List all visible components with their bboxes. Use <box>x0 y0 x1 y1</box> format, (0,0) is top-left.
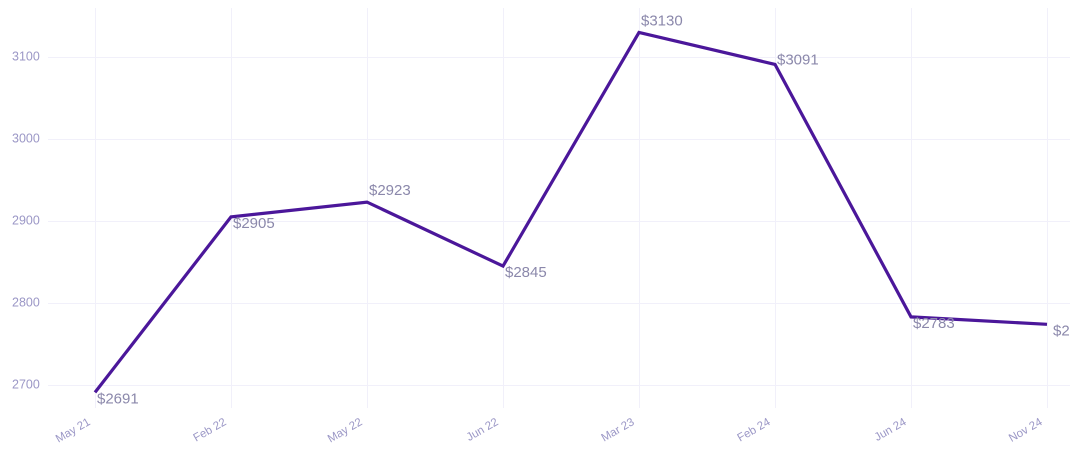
data-label-may-21: $2691 <box>97 390 139 407</box>
y-axis-tick-3000: 3000 <box>12 131 40 145</box>
x-axis-tick-nov-24: Nov 24 <box>1007 416 1045 445</box>
data-label-feb-24: $3091 <box>777 51 819 68</box>
x-axis-tick-feb-22: Feb 22 <box>191 416 228 444</box>
x-axis-tick-feb-24: Feb 24 <box>735 416 773 445</box>
data-point-labels: $2691 $2905 $2923 $2845 $3130 $3091 $2783 $2774 <box>97 12 1070 407</box>
y-axis-tick-2900: 2900 <box>12 213 40 227</box>
y-axis-tick-2700: 2700 <box>12 377 40 391</box>
x-axis-tick-may-22: May 22 <box>326 416 365 445</box>
data-label-mar-23: $3130 <box>641 12 683 29</box>
series-line-path <box>93 30 1048 394</box>
data-label-may-22: $2923 <box>369 182 411 199</box>
data-label-jun-22: $2845 <box>505 264 547 281</box>
x-axis-tick-may-21: May 21 <box>54 416 93 445</box>
vertical-gridlines <box>95 8 1048 408</box>
y-axis-tick-labels: 3100 3000 2900 2800 2700 <box>12 49 40 391</box>
x-axis-tick-jun-22: Jun 22 <box>465 416 501 444</box>
y-axis-tick-3100: 3100 <box>12 49 40 63</box>
x-axis-tick-jun-24: Jun 24 <box>873 416 909 444</box>
data-label-jun-24: $2783 <box>913 315 955 332</box>
data-label-feb-22: $2905 <box>233 215 275 232</box>
data-label-nov-24: $2774 <box>1053 322 1070 339</box>
y-axis-tick-2800: 2800 <box>12 295 40 309</box>
horizontal-gridlines <box>48 57 1070 386</box>
x-axis-tick-labels: May 21 Feb 22 May 22 Jun 22 Mar 23 Feb 24 Jun … <box>54 416 1045 446</box>
x-axis-tick-mar-23: Mar 23 <box>599 416 636 444</box>
